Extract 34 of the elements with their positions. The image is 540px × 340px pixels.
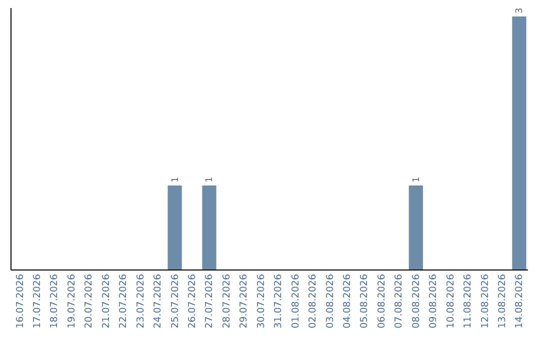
x-tick-label: 08.08.2026 xyxy=(410,274,422,328)
x-tick-label: 26.07.2026 xyxy=(187,274,198,328)
x-tick-label: 17.07.2026 xyxy=(32,274,44,328)
data-label: 1 xyxy=(412,176,422,182)
x-tick-label: 01.08.2026 xyxy=(290,274,302,328)
x-tick-label: 03.08.2026 xyxy=(324,274,336,328)
x-tick-label: 27.07.2026 xyxy=(204,274,216,328)
x-tick-label: 07.08.2026 xyxy=(394,274,405,328)
x-tick-label: 04.08.2026 xyxy=(342,274,353,328)
x-tick-label: 31.07.2026 xyxy=(273,274,284,328)
x-tick-label: 23.07.2026 xyxy=(135,274,146,328)
x-tick-label: 18.07.2026 xyxy=(49,274,60,328)
data-label: 1 xyxy=(205,176,216,182)
x-tick-label: 09.08.2026 xyxy=(428,274,440,328)
x-tick-label: 10.08.2026 xyxy=(445,274,456,328)
x-tick-label: 16.07.2026 xyxy=(14,274,26,328)
x-tick-label: 05.08.2026 xyxy=(359,274,370,328)
x-tick-label: 24.07.2026 xyxy=(152,274,164,328)
x-tick-label: 14.08.2026 xyxy=(514,274,526,328)
x-tick-label: 11.08.2026 xyxy=(462,274,474,328)
x-tick-label: 29.07.2026 xyxy=(238,274,250,328)
x-tick-label: 06.08.2026 xyxy=(376,274,388,328)
x-tick-label: 02.08.2026 xyxy=(308,274,319,328)
x-tick-label: 25.07.2026 xyxy=(170,274,181,328)
x-tick-label: 22.07.2026 xyxy=(118,274,130,328)
x-tick-label: 21.07.2026 xyxy=(100,274,112,328)
x-tick-label: 19.07.2026 xyxy=(66,274,78,328)
x-tick-label: 20.07.2026 xyxy=(84,274,95,328)
data-label: 1 xyxy=(170,176,181,182)
x-tick-label: 30.07.2026 xyxy=(256,274,267,328)
x-tick-label: 13.08.2026 xyxy=(496,274,508,328)
x-tick-label: 12.08.2026 xyxy=(480,274,491,328)
data-label: 3 xyxy=(515,8,526,14)
x-tick-label: 28.07.2026 xyxy=(221,274,232,328)
